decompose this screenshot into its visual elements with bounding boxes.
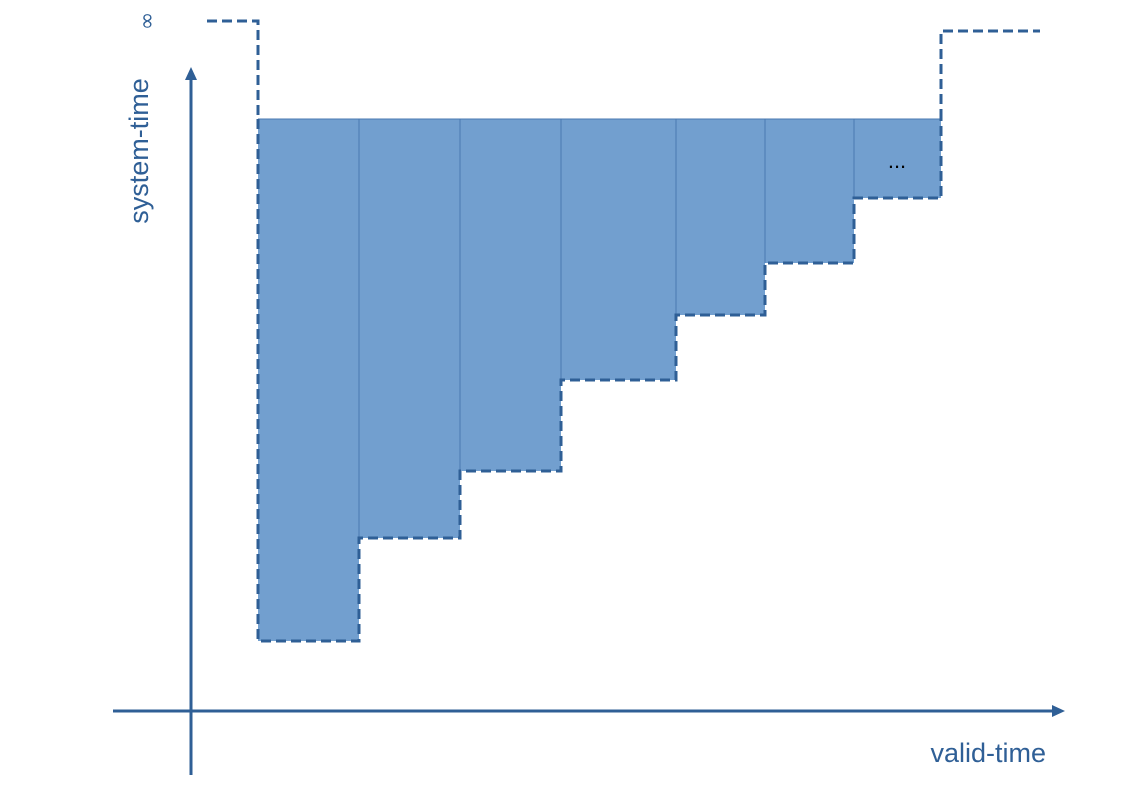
infinity-dashed-line-right — [939, 29, 1040, 119]
infinity-symbol: ∞ — [135, 12, 160, 30]
x-axis-label: valid-time — [930, 738, 1046, 768]
ellipsis-label: ... — [888, 148, 906, 173]
region-6 — [765, 119, 854, 263]
y-axis-arrowhead — [185, 67, 197, 80]
region-4 — [561, 119, 676, 380]
filled-regions — [258, 119, 941, 641]
infinity-dashed-line-left — [207, 19, 260, 119]
x-axis-arrowhead — [1052, 705, 1065, 717]
region-5 — [676, 119, 765, 315]
axes — [113, 67, 1065, 775]
column-dividers — [258, 118, 941, 538]
region-3 — [460, 119, 561, 471]
staircase-dashed-boundary — [256, 119, 943, 643]
region-7 — [854, 119, 941, 198]
region-1 — [258, 119, 359, 641]
y-axis-label: system-time — [124, 78, 154, 224]
region-2 — [359, 119, 460, 538]
